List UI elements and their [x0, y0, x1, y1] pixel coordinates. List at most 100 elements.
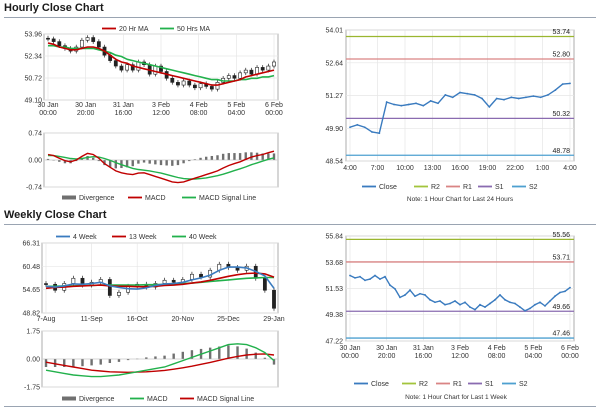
hourly-price-candle: [181, 80, 186, 86]
hourly-price-candle: [209, 86, 214, 90]
hourly-macd-macd-line: [47, 150, 275, 184]
hourly-pivot-level-label: 53.74: [552, 29, 570, 36]
weekly-pivot-x-tick: 6 Feb: [561, 345, 579, 352]
hourly-macd-divergence-bar: [267, 153, 270, 160]
hourly-legend-divergence-swatch: [62, 195, 76, 200]
weekly-price-candle: [117, 291, 121, 296]
hourly-pivot-y-tick: 49.90: [325, 126, 343, 133]
weekly-macd-divergence-bar: [181, 351, 184, 359]
hourly-macd-divergence-bar: [171, 160, 174, 166]
hourly-pivot-close-point: [547, 94, 549, 96]
hourly-pivot-close-point: [415, 102, 417, 105]
weekly-price-x-tick: 16-Oct: [127, 316, 148, 323]
weekly-pivot-y-tick: 53.68: [325, 260, 343, 267]
hourly-macd-divergence-bar: [58, 160, 61, 162]
hourly-pivot-x-tick: 10:00: [396, 165, 414, 172]
hourly-price-candle: [226, 75, 231, 79]
weekly-pivot-close-point: [499, 294, 501, 296]
hourly-price-y-tick: 52.34: [24, 54, 42, 61]
weekly-price-y-tick: 54.65: [22, 287, 40, 294]
weekly-macd-divergence-bar: [63, 359, 66, 367]
hourly-pivot-legend-close-label: Close: [379, 184, 397, 191]
hourly-price-y-tick: 53.96: [24, 32, 42, 39]
hourly-price-candle: [266, 65, 271, 71]
hourly-pivot-close-point: [532, 95, 535, 97]
hourly-pivot-x-tick: 22:00: [506, 165, 524, 172]
weekly-macd-divergence-bar: [99, 359, 102, 365]
weekly-macd-divergence-bar: [172, 353, 175, 359]
weekly-pivot-close-point: [379, 278, 381, 281]
weekly-pivot-close-point: [419, 292, 421, 295]
hourly-price-candle: [113, 60, 118, 67]
weekly-macd-divergence-bar: [227, 345, 230, 359]
hourly-price-x-tick: 08:00: [190, 110, 208, 117]
hourly-legend-50ma-label: 50 Hrs MA: [177, 26, 210, 33]
weekly-price-candle: [272, 289, 276, 309]
hourly-pivot-x-tick: 4:00: [563, 165, 577, 172]
hourly-macd-divergence-bar: [210, 155, 214, 160]
weekly-pivot-close-point: [484, 306, 486, 309]
weekly-price-candle: [171, 279, 176, 283]
hourly-price-x-tick: 5 Feb: [227, 102, 245, 109]
hourly-pivot-legend-r1-label: R1: [463, 184, 472, 191]
weekly-pivot-legend-s1-label: S1: [485, 381, 494, 388]
weekly-pivot-close-point: [474, 308, 476, 311]
hourly-pivot-x-tick: 1:00: [536, 165, 550, 172]
hourly-macd-divergence-bar: [227, 153, 230, 160]
weekly-pivot-close-point: [399, 296, 401, 299]
weekly-pivot-close-point: [414, 295, 416, 298]
hourly-macd-divergence-bar: [97, 160, 101, 162]
hourly-price-candle: [153, 65, 158, 75]
hourly-macd-y-tick: 0.00: [28, 158, 42, 165]
hourly-pivot-y-tick: 48.54: [325, 159, 343, 166]
hourly-legend-divergence-label: Divergence: [79, 195, 115, 202]
weekly-pivot-level-label: 49.66: [552, 304, 570, 311]
weekly-pivot-close-point: [449, 302, 451, 305]
hourly-macd-divergence-bar: [108, 160, 112, 167]
hourly-pivot-close-point: [378, 132, 381, 135]
hourly-pivot-close-point: [400, 104, 403, 107]
weekly-pivot-close-point: [514, 302, 516, 305]
hourly-price-x-tick: 6 Feb: [265, 102, 283, 109]
hourly-macd-divergence-bar: [176, 160, 180, 166]
hourly-macd-divergence-bar: [46, 158, 50, 160]
hourly-price-candle: [46, 37, 50, 40]
hourly-price-candle: [249, 69, 254, 75]
hourly-macd-divergence-bar: [261, 153, 264, 160]
hourly-price-x-tick: 00:00: [265, 110, 283, 117]
weekly-pivot-close-point: [444, 303, 446, 306]
hourly-price-candle: [96, 41, 101, 48]
weekly-pivot-close-point: [569, 286, 571, 289]
hourly-pivot-close-point: [517, 97, 520, 100]
hourly-macd-divergence-bar: [165, 160, 168, 166]
hourly-macd-divergence-bar: [272, 153, 276, 160]
weekly-pivot-x-tick: 20:00: [378, 353, 396, 360]
hourly-pivot-level-label: 48.78: [552, 148, 570, 155]
hourly-pivot-x-tick: 7:00: [371, 165, 385, 172]
hourly-price-x-tick: 4 Feb: [190, 102, 208, 109]
weekly-pivot-close-point: [524, 309, 526, 312]
hourly-pivot-close-point: [349, 126, 351, 129]
weekly-legend-divergence-label: Divergence: [79, 396, 115, 403]
weekly-pivot-close-point: [424, 294, 426, 296]
hourly-pivot-close-point: [444, 94, 447, 96]
weekly-pivot-close-point: [374, 274, 376, 277]
hourly-pivot-close-point: [459, 91, 461, 94]
hourly-macd-y-tick: 0.74: [28, 131, 42, 138]
weekly-price-x-tick: 11-Sep: [81, 316, 103, 323]
weekly-price-y-tick: 48.82: [22, 311, 40, 318]
weekly-pivot-note: Note: 1 Hour Chart for Last 1 Week: [405, 394, 508, 401]
hourly-macd-divergence-bar: [159, 160, 163, 166]
hourly-pivot-close-point: [539, 96, 542, 99]
weekly-pivot-close-point: [544, 305, 546, 307]
hourly-price-y-tick: 50.72: [24, 76, 42, 83]
weekly-pivot-close-point: [369, 278, 371, 281]
weekly-pivot-x-tick: 4 Feb: [488, 345, 506, 352]
weekly-pivot-y-tick: 47.22: [325, 339, 343, 346]
hourly-pivot-level-label: 52.80: [552, 51, 570, 58]
weekly-legend-4wk-label: 4 Week: [73, 234, 97, 241]
hourly-macd-divergence-bar: [63, 160, 67, 164]
hourly-macd-y-tick: -0.74: [26, 185, 42, 192]
hourly-price-candle: [238, 72, 243, 79]
hourly-price-candle: [57, 41, 62, 46]
